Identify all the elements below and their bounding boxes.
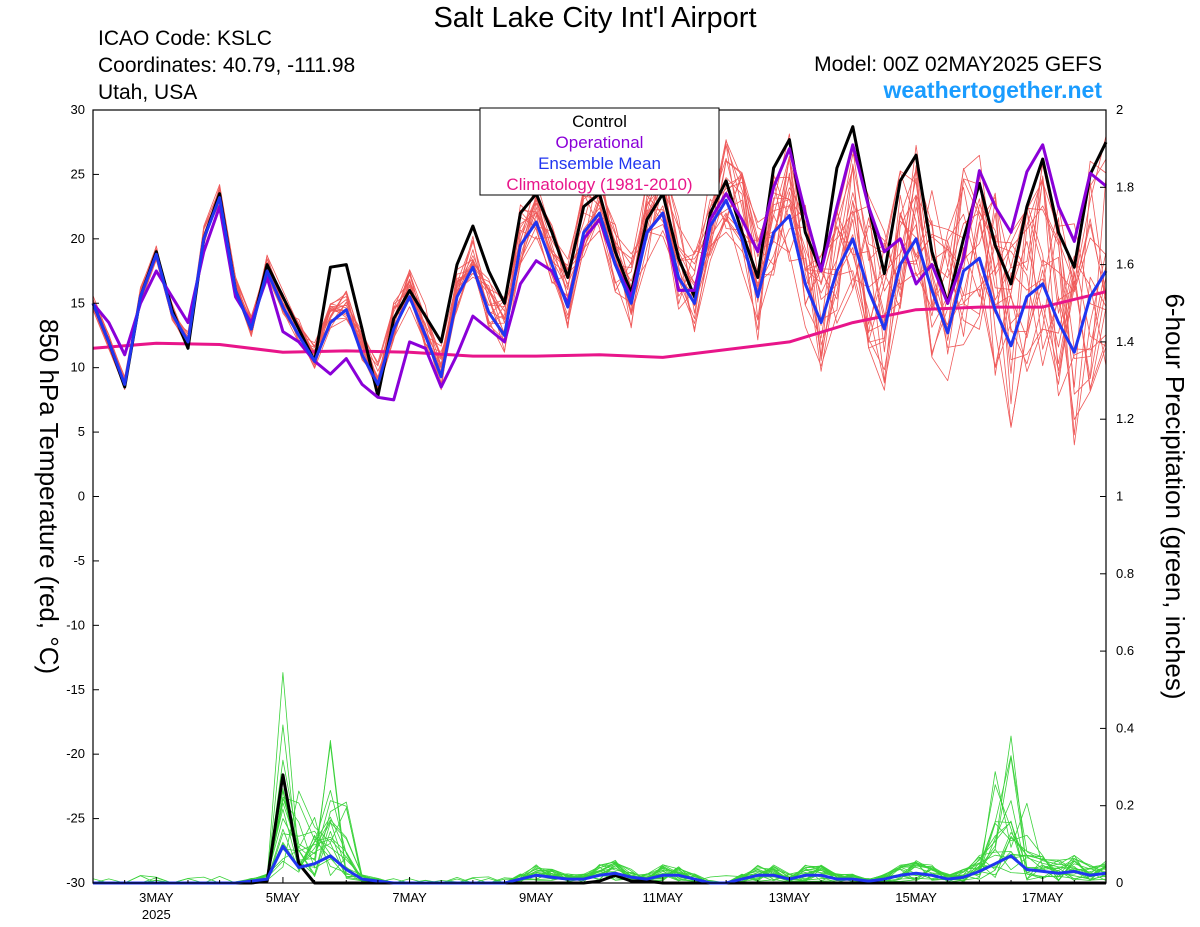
x-tick-label: 13MAY — [769, 890, 811, 905]
precipitation-ensemble-members — [92, 672, 1107, 884]
left-tick-label: -25 — [66, 811, 85, 826]
chart-title: Salt Lake City Int'l Airport — [433, 2, 757, 34]
x-tick-label: 3MAY — [139, 890, 174, 905]
legend-entry: Ensemble Mean — [538, 154, 661, 173]
x-tick-label: 7MAY — [392, 890, 427, 905]
axes: 302520151050-5-10-15-20-25-3021.81.61.41… — [34, 102, 1190, 922]
site-link[interactable]: weathertogether.net — [883, 77, 1102, 103]
x-tick-label: 15MAY — [895, 890, 937, 905]
main-series — [91, 125, 1108, 885]
legend: Control Operational Ensemble Mean Climatolo… — [479, 107, 720, 196]
left-tick-label: 20 — [71, 231, 85, 246]
right-tick-label: 2 — [1116, 102, 1123, 117]
precipitation-member-line — [93, 724, 1107, 884]
right-tick-label: 1.4 — [1116, 334, 1134, 349]
legend-entry: Climatology (1981-2010) — [506, 175, 692, 194]
right-tick-label: 0 — [1116, 875, 1123, 890]
icao-code: ICAO Code: KSLC — [98, 27, 272, 50]
left-tick-label: 5 — [78, 424, 85, 439]
right-axis-title: 6-hour Precipitation (green, inches) — [1160, 293, 1190, 699]
left-tick-label: -10 — [66, 617, 85, 632]
x-tick-label: 9MAY — [519, 890, 554, 905]
left-tick-label: -5 — [73, 553, 85, 568]
left-axis-title: 850 hPa Temperature (red, °C) — [34, 319, 64, 674]
precipitation-member-line — [92, 755, 1107, 884]
legend-box — [479, 107, 720, 196]
left-tick-label: -15 — [66, 682, 85, 697]
region: Utah, USA — [98, 81, 198, 104]
right-tick-label: 1.2 — [1116, 411, 1134, 426]
legend-entry: Operational — [556, 133, 644, 152]
precipitation-member-line — [93, 672, 1107, 884]
precipitation-member-line — [93, 790, 1107, 884]
precipitation-member-line — [93, 771, 1107, 884]
left-tick-label: 25 — [71, 166, 85, 181]
right-tick-label: 1.6 — [1116, 257, 1134, 272]
right-tick-label: 0.2 — [1116, 798, 1134, 813]
right-tick-label: 1 — [1116, 489, 1123, 504]
precipitation-member-line — [93, 744, 1107, 884]
coordinates: Coordinates: 40.79, -111.98 — [98, 54, 356, 77]
legend-entry: Control — [572, 112, 627, 131]
left-tick-label: 30 — [71, 102, 85, 117]
precipitation-member-line — [93, 735, 1107, 884]
left-tick-label: -30 — [66, 875, 85, 890]
left-tick-label: 10 — [71, 360, 85, 375]
right-tick-label: 0.6 — [1116, 643, 1134, 658]
x-tick-label: 17MAY — [1022, 890, 1064, 905]
right-tick-label: 1.8 — [1116, 179, 1134, 194]
ensemble-mean-temperature-line — [91, 196, 1108, 386]
left-tick-label: -20 — [66, 746, 85, 761]
right-tick-label: 0.4 — [1116, 720, 1134, 735]
x-tick-label: 5MAY — [266, 890, 301, 905]
left-tick-label: 0 — [78, 489, 85, 504]
model-run: Model: 00Z 02MAY2025 GEFS — [814, 53, 1102, 76]
precipitation-member-line — [93, 802, 1107, 884]
ensemble-mean-precipitation-line — [93, 844, 1107, 885]
left-tick-label: 15 — [71, 295, 85, 310]
x-tick-year: 2025 — [142, 907, 171, 922]
x-tick-label: 11MAY — [642, 890, 683, 905]
right-tick-label: 0.8 — [1116, 566, 1134, 581]
